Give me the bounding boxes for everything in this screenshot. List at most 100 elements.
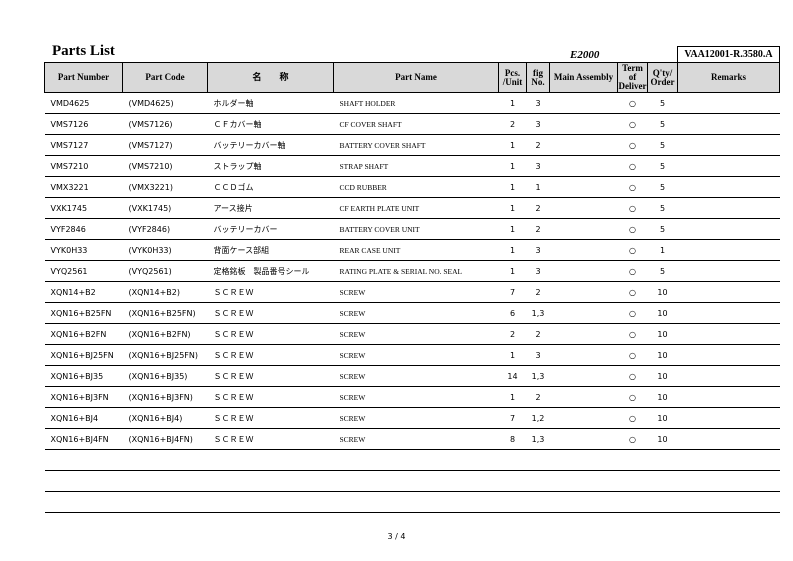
parts-table: Part Number Part Code 名 称 Part Name Pcs./Uni… [44, 62, 780, 513]
cell: ○ [617, 323, 648, 345]
cell: 6 [498, 302, 527, 324]
cell: (VMS7126) [122, 113, 208, 135]
cell: VYF2846 [44, 218, 123, 240]
cell: CCD RUBBER [333, 176, 499, 198]
doc-id: VAA12001-R.3580.A [677, 46, 780, 63]
cell: ○ [617, 365, 648, 387]
cell: ＳＣＲＥＷ [207, 428, 334, 450]
cell: ○ [617, 386, 648, 408]
cell: CF EARTH PLATE UNIT [333, 197, 499, 219]
column-header: Main Assembly [549, 62, 618, 93]
cell [677, 113, 780, 135]
cell: XQN16+BJ25FN [44, 344, 123, 366]
cell: 2 [526, 197, 550, 219]
cell [617, 491, 648, 513]
cell: 2 [526, 281, 550, 303]
header-text: Deliver [618, 81, 647, 91]
cell: 14 [498, 365, 527, 387]
cell: (XQN16+BJ4) [122, 407, 208, 429]
cell [549, 491, 618, 513]
cell: 10 [647, 344, 678, 366]
table-row: VMD4625 (VMD4625) ホルダー軸 SHAFT HOLDER 1 3 ○ 5 [44, 92, 780, 114]
cell: ○ [617, 218, 648, 240]
header-text: Term [622, 63, 643, 73]
model: E2000 [570, 49, 600, 61]
cell [677, 260, 780, 282]
column-header: 名 称 [207, 62, 334, 93]
cell: 1 [498, 386, 527, 408]
table-row: XQN16+BJ4FN (XQN16+BJ4FN) ＳＣＲＥＷ SCREW 8 1,3 ○ 1… [44, 428, 780, 450]
cell [549, 260, 618, 282]
cell: 2 [526, 218, 550, 240]
cell: XQN16+BJ4FN [44, 428, 123, 450]
cell: 1,3 [526, 365, 550, 387]
cell: ○ [617, 428, 648, 450]
cell: (VYQ2561) [122, 260, 208, 282]
cell [549, 239, 618, 261]
cell: VYK0H33 [44, 239, 123, 261]
cell [647, 470, 678, 492]
cell: 5 [647, 197, 678, 219]
cell: ○ [617, 260, 648, 282]
cell [677, 197, 780, 219]
cell [549, 407, 618, 429]
table-row: XQN16+BJ3FN (XQN16+BJ3FN) ＳＣＲＥＷ SCREW 1 2 ○ 10 [44, 386, 780, 408]
cell: 10 [647, 428, 678, 450]
cell: アース接片 [207, 197, 334, 219]
table-row: VMX3221 (VMX3221) ＣＣＤゴム CCD RUBBER 1 1 ○ 5 [44, 176, 780, 198]
cell [647, 491, 678, 513]
cell [122, 470, 208, 492]
table-row: VYQ2561 (VYQ2561) 定格銘板 製品番号シール RATING PLATE… [44, 260, 780, 282]
cell [677, 323, 780, 345]
cell: 1 [498, 176, 527, 198]
header-text: Remarks [711, 72, 746, 82]
header-text: /Unit [502, 76, 523, 87]
cell: 1 [498, 218, 527, 240]
table-body: VMD4625 (VMD4625) ホルダー軸 SHAFT HOLDER 1 3 ○ 5 VMS… [44, 92, 780, 513]
cell [44, 449, 123, 471]
table-row: VYF2846 (VYF2846) バッテリーカバー BATTERY COVER UN… [44, 218, 780, 240]
cell: STRAP SHAFT [333, 155, 499, 177]
cell: (XQN16+BJ35) [122, 365, 208, 387]
table-row: VMS7126 (VMS7126) ＣＦカバー軸 CF COVER SHAFT 2 3 ○ 5 [44, 113, 780, 135]
cell: バッテリーカバー軸 [207, 134, 334, 156]
table-row: VMS7210 (VMS7210) ストラップ軸 STRAP SHAFT 1 3 ○ 5 [44, 155, 780, 177]
table-row: XQN16+BJ35 (XQN16+BJ35) ＳＣＲＥＷ SCREW 14 1,3 ○ 10 [44, 365, 780, 387]
cell [526, 470, 550, 492]
cell: ○ [617, 92, 648, 114]
cell: XQN16+BJ3FN [44, 386, 123, 408]
cell: ○ [617, 344, 648, 366]
cell: (XQN16+BJ4FN) [122, 428, 208, 450]
table-row: XQN16+BJ25FN (XQN16+BJ25FN) ＳＣＲＥＷ SCREW 1 3 ○ 1… [44, 344, 780, 366]
cell: VMS7127 [44, 134, 123, 156]
cell [677, 470, 780, 492]
cell [549, 176, 618, 198]
cell [549, 155, 618, 177]
cell: 2 [526, 323, 550, 345]
empty-row [44, 449, 780, 471]
cell [677, 344, 780, 366]
cell: 3 [526, 113, 550, 135]
cell: 5 [647, 218, 678, 240]
cell: SCREW [333, 428, 499, 450]
cell: ○ [617, 302, 648, 324]
cell [549, 344, 618, 366]
column-header: Remarks [677, 62, 780, 93]
cell [677, 176, 780, 198]
cell: 3 [526, 92, 550, 114]
cell [549, 449, 618, 471]
cell [549, 113, 618, 135]
cell: ＳＣＲＥＷ [207, 386, 334, 408]
cell: (XQN16+BJ3FN) [122, 386, 208, 408]
cell [549, 470, 618, 492]
cell [677, 386, 780, 408]
cell [677, 218, 780, 240]
cell: ＣＦカバー軸 [207, 113, 334, 135]
column-header: fig No. [526, 62, 550, 93]
cell [677, 449, 780, 471]
cell [549, 134, 618, 156]
column-header: Pcs./Unit [498, 62, 527, 93]
cell: 2 [498, 113, 527, 135]
cell [498, 491, 527, 513]
